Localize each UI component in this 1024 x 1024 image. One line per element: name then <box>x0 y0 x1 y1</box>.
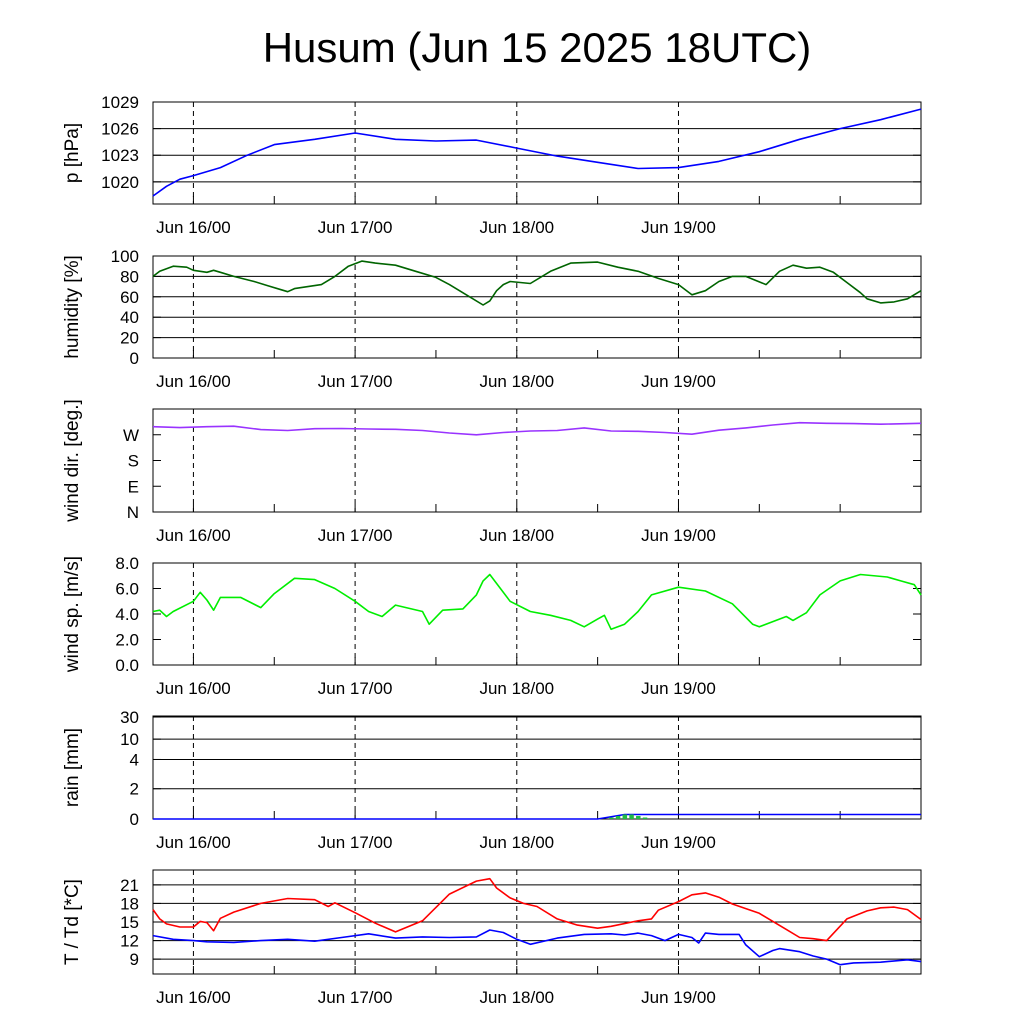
x-tick-label: Jun 19/00 <box>641 988 716 1007</box>
y-tick-label: 21 <box>120 876 139 895</box>
y-axis-label: wind dir. [deg.] <box>62 399 83 523</box>
x-tick-label: Jun 19/00 <box>641 372 716 391</box>
series-line-wind_dir <box>152 421 922 436</box>
panel-frame <box>152 101 922 205</box>
x-tick-label: Jun 19/00 <box>641 679 716 698</box>
y-tick-label: 1026 <box>101 120 139 139</box>
y-tick-label: 1029 <box>101 93 139 112</box>
x-tick-label: Jun 16/00 <box>156 372 231 391</box>
panel-frame <box>152 255 922 359</box>
x-tick-label: Jun 16/00 <box>156 526 231 545</box>
x-tick-label: Jun 16/00 <box>156 679 231 698</box>
x-tick-label: Jun 19/00 <box>641 833 716 852</box>
x-tick-label: Jun 19/00 <box>641 218 716 237</box>
rain-bar <box>629 814 634 819</box>
y-tick-label: 18 <box>120 894 139 913</box>
y-tick-label: 0 <box>130 349 139 368</box>
x-tick-label: Jun 17/00 <box>318 679 393 698</box>
y-tick-label: 20 <box>120 329 139 348</box>
y-tick-label: 0.0 <box>115 656 139 675</box>
x-tick-label: Jun 16/00 <box>156 988 231 1007</box>
series-line-temperature <box>152 877 922 942</box>
rain-bar <box>609 817 614 819</box>
x-tick-label: Jun 19/00 <box>641 526 716 545</box>
x-tick-label: Jun 18/00 <box>479 218 554 237</box>
y-axis-label: wind sp. [m/s] <box>62 556 83 673</box>
y-tick-label: 80 <box>120 267 139 286</box>
y-tick-label: 30 <box>120 708 139 727</box>
series-line-pressure <box>152 108 922 197</box>
x-tick-label: Jun 17/00 <box>318 988 393 1007</box>
y-tick-label: 0 <box>130 810 139 829</box>
panel-frame <box>152 715 922 820</box>
series-line-rain_total <box>153 813 921 820</box>
x-tick-label: Jun 18/00 <box>479 679 554 698</box>
y-axis-label: humidity [%] <box>62 255 83 358</box>
chart-title: Husum (Jun 15 2025 18UTC) <box>263 24 812 71</box>
y-tick-label: 4 <box>130 750 139 769</box>
x-tick-label: Jun 17/00 <box>318 218 393 237</box>
panel-1: 1029 1026 1023 1020 Jun 16/00 Jun 17/00 Jun 18… <box>62 93 922 237</box>
series-line-dewpoint <box>152 929 922 966</box>
panel-4: 8.0 6.0 4.0 2.0 0.0 Jun 16/00 Jun 17/00 Jun 18/… <box>62 554 922 698</box>
series-line-humidity <box>152 260 922 306</box>
x-tick-label: Jun 16/00 <box>156 833 231 852</box>
y-tick-label: N <box>127 503 139 522</box>
rain-bar <box>636 815 641 819</box>
y-tick-label: 40 <box>120 308 139 327</box>
y-axis-label: T / Td [*C] <box>62 879 83 965</box>
y-tick-label: E <box>128 477 139 496</box>
y-axis-label: p [hPa] <box>62 123 83 183</box>
x-tick-label: Jun 18/00 <box>479 372 554 391</box>
y-tick-label: 60 <box>120 288 139 307</box>
y-tick-label: 1020 <box>101 173 139 192</box>
y-tick-label: 8.0 <box>115 554 139 573</box>
y-axis-label: rain [mm] <box>62 728 83 807</box>
x-tick-label: Jun 17/00 <box>318 526 393 545</box>
y-tick-label: 2.0 <box>115 631 139 650</box>
y-tick-label: 9 <box>130 950 139 969</box>
series-line-wind_speed <box>152 573 922 631</box>
y-tick-label: 1023 <box>101 146 139 165</box>
y-tick-label: 10 <box>120 730 139 749</box>
x-tick-label: Jun 17/00 <box>318 372 393 391</box>
y-tick-label: 15 <box>120 913 139 932</box>
y-tick-label: 100 <box>111 247 139 266</box>
x-tick-label: Jun 17/00 <box>318 833 393 852</box>
rain-bar <box>622 814 628 819</box>
x-tick-label: Jun 18/00 <box>479 833 554 852</box>
y-tick-label: S <box>128 452 139 471</box>
x-tick-label: Jun 16/00 <box>156 218 231 237</box>
panel-frame <box>152 408 922 513</box>
x-tick-label: Jun 18/00 <box>479 988 554 1007</box>
rain-bar <box>615 815 621 819</box>
y-tick-label: 4.0 <box>115 605 139 624</box>
panel-5: 30 104 2 0 Jun 16/00 Jun 17/00 Jun 18/00 Jun 19… <box>62 708 922 852</box>
y-tick-label: 12 <box>120 932 139 951</box>
y-tick-label: 2 <box>130 780 139 799</box>
x-tick-label: Jun 18/00 <box>479 526 554 545</box>
y-tick-label: 6.0 <box>115 580 139 599</box>
y-tick-label: W <box>123 426 139 445</box>
rain-bar <box>642 817 648 819</box>
